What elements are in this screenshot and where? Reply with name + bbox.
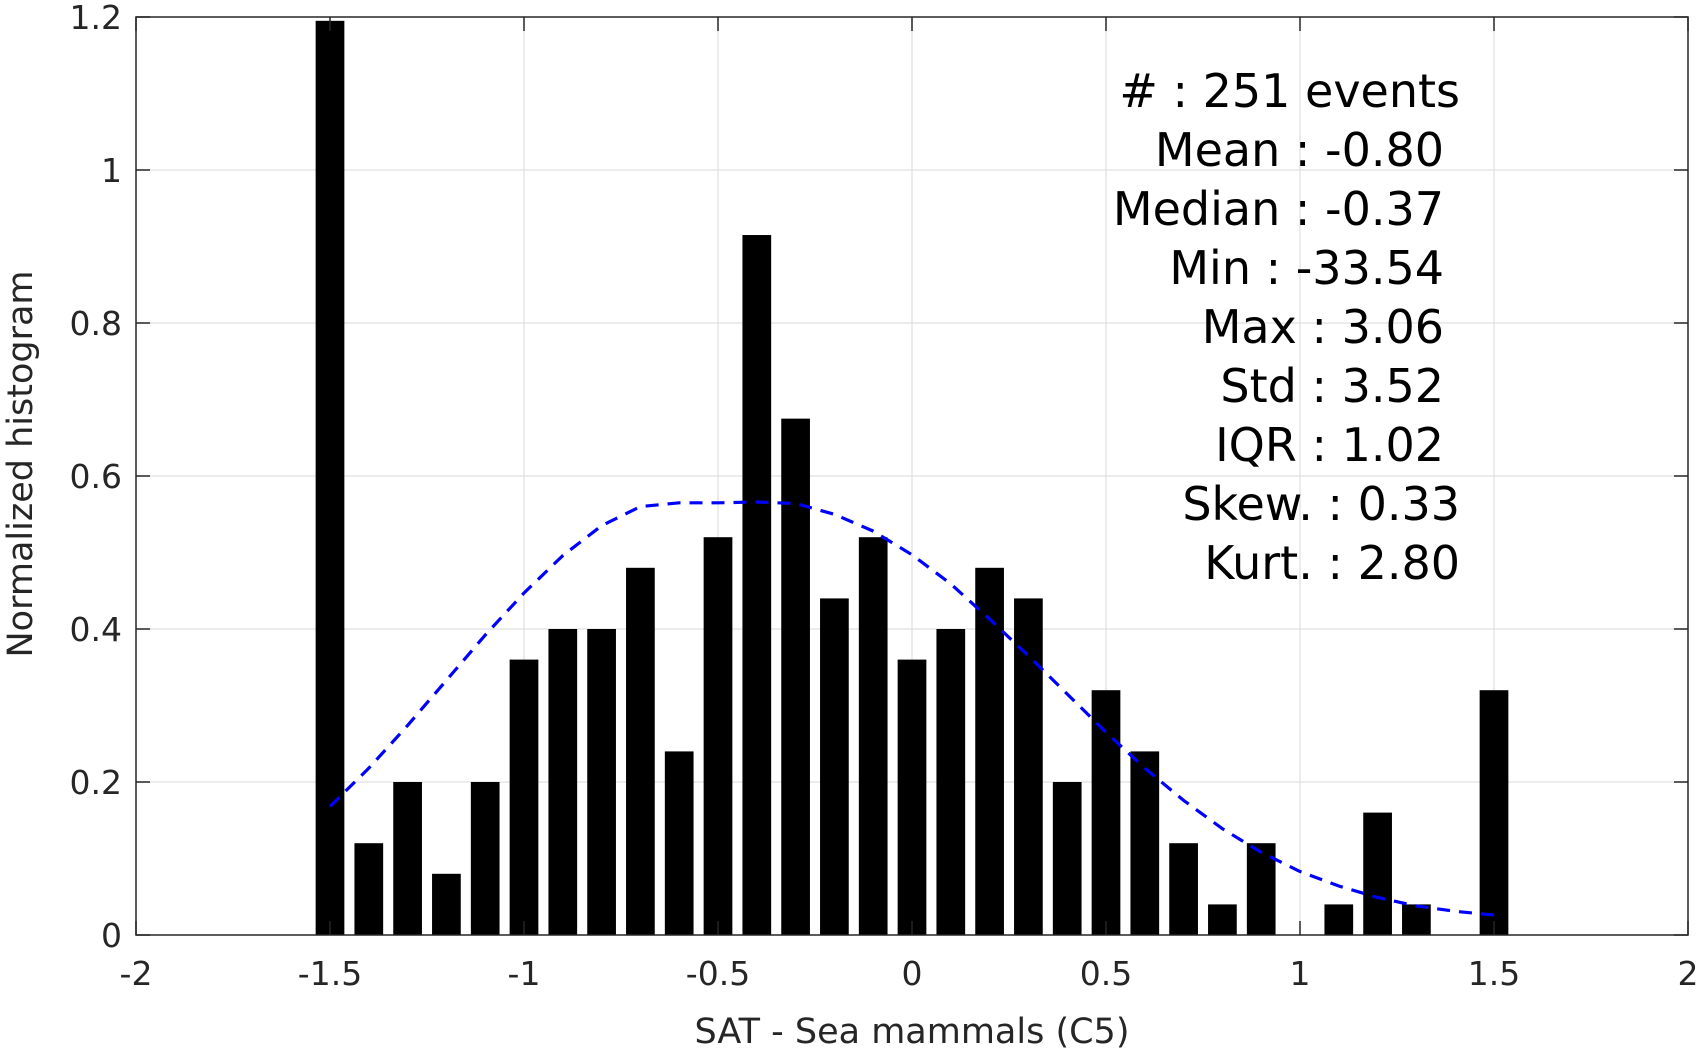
x-tick-label: -1.5 [298,954,362,993]
histogram-bar [664,751,694,935]
x-tick-label: 0.5 [1080,954,1132,993]
histogram-bar [354,843,384,935]
x-tick-label: 2 [1678,954,1699,993]
tick-labels: -2 -1.5 -1 -0.5 0 0.5 1 1.5 2 0 0.2 0.4 0.6 0.8 1 1.2 [70,0,1699,993]
axes [135,16,1689,936]
histogram-bar [1402,904,1431,935]
histogram-bar [509,659,539,935]
histogram-bar [1091,690,1121,935]
histogram-bar [1130,751,1160,935]
histogram-bar [315,20,345,935]
stat-line: IQR : 1.02 [1215,418,1444,472]
histogram-bar [587,629,616,935]
stat-line: # : 251 events [1119,64,1460,118]
stat-line: Kurt. : 2.80 [1204,536,1460,590]
stat-line: Skew. : 0.33 [1182,477,1460,531]
x-tick-label: 1 [1290,954,1311,993]
histogram-bar [432,873,461,935]
stat-line: Min : -33.54 [1169,241,1444,295]
stat-line: Mean : -0.80 [1155,123,1444,177]
x-tick-label: 1.5 [1468,954,1520,993]
y-tick-label: 1.2 [70,0,122,37]
histogram-bar [820,598,849,935]
x-tick-label: 0 [902,954,923,993]
y-tick-label: 0.6 [70,457,122,496]
plot-frame [135,16,1689,936]
fit-curve-layer [328,500,1495,917]
x-axis-title: SAT - Sea mammals (C5) [695,1012,1130,1052]
histogram-bar [1479,690,1509,935]
histogram-bar [1324,904,1354,935]
stat-line: Median : -0.37 [1113,182,1444,236]
histogram-bar [897,659,927,935]
y-tick-label: 0.2 [70,763,122,802]
histogram-bar [1052,782,1082,935]
histogram-bar [742,235,772,935]
histogram-bar [393,782,422,935]
y-axis-title: Normalized histogram [1,270,41,657]
stat-line: Std : 3.52 [1220,359,1444,413]
histogram-bar [781,418,810,935]
histogram-bar [1169,843,1198,935]
stat-line: Max : 3.06 [1202,300,1444,354]
histogram-bar [1363,812,1392,935]
histogram-bar [548,629,578,935]
fit-curve [328,500,1495,917]
histogram-bars [315,20,1509,935]
y-tick-label: 1 [101,151,122,190]
y-tick-label: 0 [101,916,122,955]
grid-lines [136,17,1688,935]
histogram-bar [936,629,966,935]
x-tick-label: -2 [120,954,153,993]
x-tick-label: -1 [508,954,541,993]
histogram-bar [626,567,655,935]
histogram-bar [1208,904,1237,935]
y-tick-label: 0.4 [70,610,122,649]
y-tick-label: 0.8 [70,304,122,343]
histogram-bar [470,782,500,935]
histogram-bar [975,567,1004,935]
histogram-bar [1014,598,1043,935]
histogram-bar [858,537,888,935]
x-tick-label: -0.5 [686,954,750,993]
histogram-bar [703,537,733,935]
